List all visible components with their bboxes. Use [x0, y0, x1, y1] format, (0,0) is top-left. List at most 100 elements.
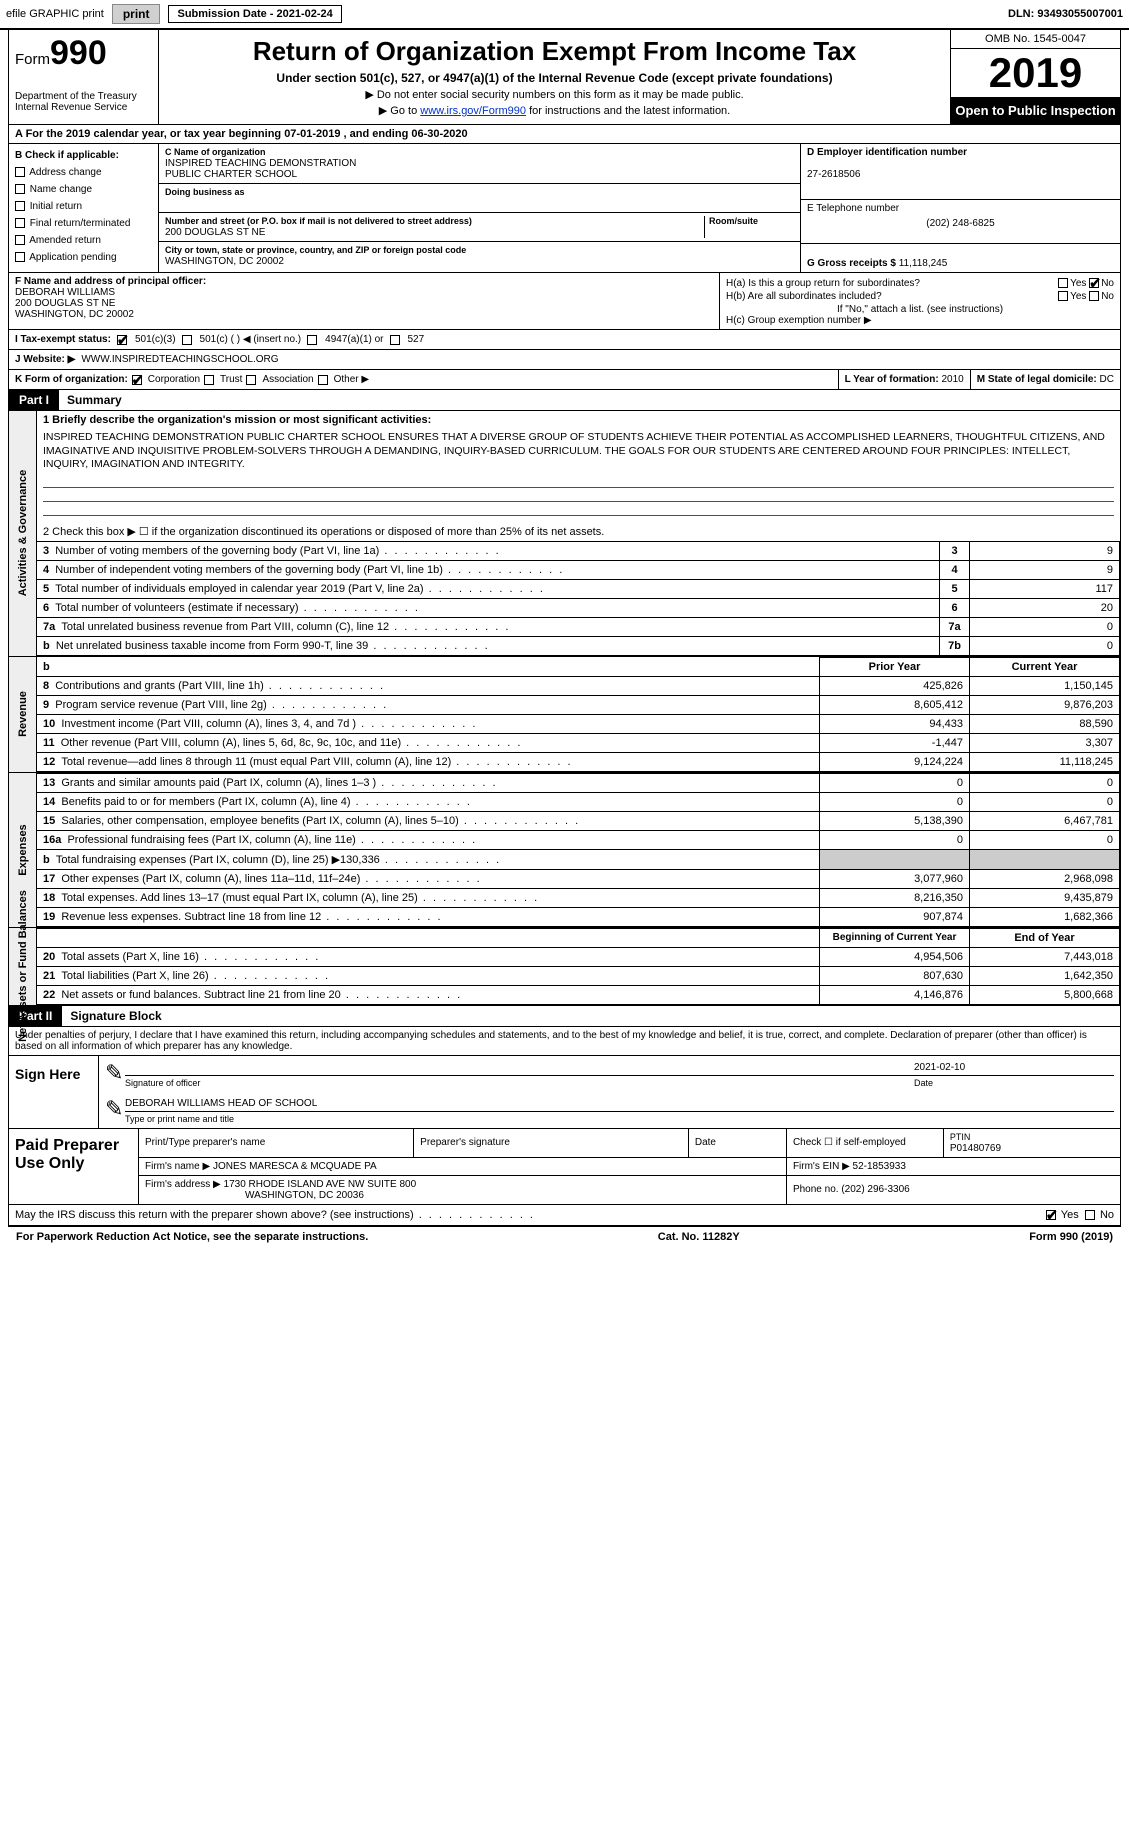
sec-activities-governance: Activities & Governance 1 Briefly descri… — [8, 411, 1121, 657]
chk-corp[interactable] — [132, 375, 142, 385]
chk-name-change[interactable] — [15, 184, 25, 194]
chk-trust[interactable] — [204, 375, 214, 385]
col-d: D Employer identification number 27-2618… — [800, 144, 1120, 272]
tab-net-assets: Net Assets or Fund Balances — [9, 928, 37, 1005]
signature-area: ✎ 2021-02-10 Signature of officer Date ✎… — [99, 1056, 1120, 1128]
part1-header: Part I Summary — [8, 390, 1121, 411]
line2: 2 Check this box ▶ ☐ if the organization… — [37, 522, 1120, 541]
chk-amended-return[interactable] — [15, 235, 25, 245]
perjury-declaration: Under penalties of perjury, I declare th… — [8, 1027, 1121, 1056]
principal-officer: F Name and address of principal officer:… — [9, 273, 720, 329]
chk-other[interactable] — [318, 375, 328, 385]
efile-label: efile GRAPHIC print — [6, 8, 104, 20]
sec-net-assets: Net Assets or Fund Balances Beginning of… — [8, 928, 1121, 1006]
chk-assoc[interactable] — [246, 375, 256, 385]
state-domicile: M State of legal domicile: DC — [971, 370, 1120, 389]
part2-header: Part II Signature Block — [8, 1006, 1121, 1027]
table-row: 9 Program service revenue (Part VIII, li… — [37, 695, 1120, 714]
ssn-note: Do not enter social security numbers on … — [167, 88, 942, 101]
dba-cell: Doing business as — [159, 184, 800, 213]
row-fh: F Name and address of principal officer:… — [8, 273, 1121, 330]
chk-4947[interactable] — [307, 335, 317, 345]
org-name-cell: C Name of organization INSPIRED TEACHING… — [159, 144, 800, 184]
irs-discuss-row: May the IRS discuss this return with the… — [8, 1205, 1121, 1226]
city-cell: City or town, state or province, country… — [159, 242, 800, 270]
tab-revenue: Revenue — [9, 657, 37, 772]
chk-501c3[interactable] — [117, 335, 127, 345]
chk-app-pending[interactable] — [15, 252, 25, 262]
chk-ha-no[interactable] — [1089, 278, 1099, 288]
table-revenue: b Prior Year Current Year 8 Contribution… — [37, 657, 1120, 772]
preparer-table: Print/Type preparer's name Preparer's si… — [139, 1129, 1120, 1204]
submission-date: Submission Date - 2021-02-24 — [168, 5, 341, 23]
table-row: 4 Number of independent voting members o… — [37, 560, 1120, 579]
col-b-checkboxes: B Check if applicable: Address change Na… — [9, 144, 159, 272]
table-row: 3 Number of voting members of the govern… — [37, 541, 1120, 560]
table-expenses: 13 Grants and similar amounts paid (Part… — [37, 773, 1120, 927]
section-bcd: B Check if applicable: Address change Na… — [8, 144, 1121, 273]
catalog-number: Cat. No. 11282Y — [658, 1231, 740, 1243]
ein-cell: D Employer identification number 27-2618… — [801, 144, 1120, 200]
dln: DLN: 93493055007001 — [1008, 8, 1123, 20]
print-button[interactable]: print — [112, 4, 161, 24]
row-a-taxyear: A For the 2019 calendar year, or tax yea… — [8, 125, 1121, 144]
year-formation: L Year of formation: 2010 — [839, 370, 971, 389]
irs-link[interactable]: www.irs.gov/Form990 — [420, 105, 526, 117]
form-subtitle: Under section 501(c), 527, or 4947(a)(1)… — [167, 71, 942, 85]
page-footer: For Paperwork Reduction Act Notice, see … — [8, 1226, 1121, 1247]
table-row: 21 Total liabilities (Part X, line 26)80… — [37, 966, 1120, 985]
phone-cell: E Telephone number (202) 248-6825 — [801, 200, 1120, 244]
form-document: Form990 Department of the Treasury Inter… — [0, 30, 1129, 1247]
table-row: 10 Investment income (Part VIII, column … — [37, 714, 1120, 733]
chk-discuss-yes[interactable] — [1046, 1210, 1056, 1220]
tab-activities: Activities & Governance — [9, 411, 37, 656]
table-row: 20 Total assets (Part X, line 16)4,954,5… — [37, 947, 1120, 966]
col-c: C Name of organization INSPIRED TEACHING… — [159, 144, 800, 272]
table-row: 5 Total number of individuals employed i… — [37, 579, 1120, 598]
chk-discuss-no[interactable] — [1085, 1210, 1095, 1220]
rev-header-row: b Prior Year Current Year — [37, 657, 1120, 676]
irs-label: Internal Revenue Service — [15, 102, 152, 113]
blank-line — [43, 502, 1114, 516]
form-title: Return of Organization Exempt From Incom… — [167, 36, 942, 67]
paperwork-notice: For Paperwork Reduction Act Notice, see … — [16, 1231, 368, 1243]
chk-address-change[interactable] — [15, 167, 25, 177]
table-row: 19 Revenue less expenses. Subtract line … — [37, 907, 1120, 926]
table-net-assets: Beginning of Current Year End of Year 20… — [37, 928, 1120, 1005]
tax-year: 2019 — [951, 49, 1120, 97]
table-row: 11 Other revenue (Part VIII, column (A),… — [37, 733, 1120, 752]
paid-preparer-block: Paid Preparer Use Only Print/Type prepar… — [8, 1129, 1121, 1205]
chk-hb-yes[interactable] — [1058, 291, 1068, 301]
chk-hb-no[interactable] — [1089, 291, 1099, 301]
table-row: 22 Net assets or fund balances. Subtract… — [37, 985, 1120, 1004]
form-page-label: Form 990 (2019) — [1029, 1231, 1113, 1243]
chk-501c[interactable] — [182, 335, 192, 345]
blank-line — [43, 488, 1114, 502]
sign-here-block: Sign Here ✎ 2021-02-10 Signature of offi… — [8, 1056, 1121, 1129]
chk-527[interactable] — [390, 335, 400, 345]
header-right: OMB No. 1545-0047 2019 Open to Public In… — [950, 30, 1120, 124]
top-bar: efile GRAPHIC print print Submission Dat… — [0, 0, 1129, 30]
paid-preparer-label: Paid Preparer Use Only — [9, 1129, 139, 1204]
table-row: 18 Total expenses. Add lines 13–17 (must… — [37, 888, 1120, 907]
line1-label: 1 Briefly describe the organization's mi… — [37, 411, 1120, 429]
table-row: 16a Professional fundraising fees (Part … — [37, 830, 1120, 849]
table-row: 8 Contributions and grants (Part VIII, l… — [37, 676, 1120, 695]
group-return: H(a) Is this a group return for subordin… — [720, 273, 1120, 329]
chk-ha-yes[interactable] — [1058, 278, 1068, 288]
table-ag: 3 Number of voting members of the govern… — [37, 541, 1120, 656]
gross-receipts-cell: G Gross receipts $ 11,118,245 — [801, 244, 1120, 272]
row-klm: K Form of organization: Corporation Trus… — [8, 370, 1121, 390]
chk-initial-return[interactable] — [15, 201, 25, 211]
mission-text: INSPIRED TEACHING DEMONSTRATION PUBLIC C… — [37, 429, 1120, 474]
blank-line — [43, 474, 1114, 488]
chk-final-return[interactable] — [15, 218, 25, 228]
table-row: 13 Grants and similar amounts paid (Part… — [37, 773, 1120, 792]
open-to-public: Open to Public Inspection — [951, 97, 1120, 124]
dept-treasury: Department of the Treasury — [15, 91, 152, 102]
form-header: Form990 Department of the Treasury Inter… — [8, 30, 1121, 125]
row-i-tax-status: I Tax-exempt status: 501(c)(3) 501(c) ( … — [8, 330, 1121, 350]
table-row: b Net unrelated business taxable income … — [37, 636, 1120, 655]
form-number: Form990 — [15, 34, 152, 73]
table-row: b Total fundraising expenses (Part IX, c… — [37, 849, 1120, 869]
